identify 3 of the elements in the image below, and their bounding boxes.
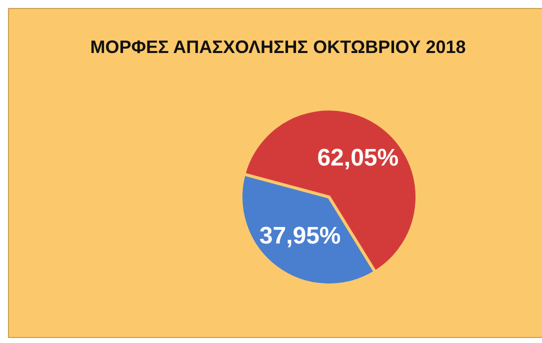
data-label: 37,95% xyxy=(259,222,341,250)
data-label: 62,05% xyxy=(317,144,399,172)
chart-title: ΜΟΡΦΕΣ ΑΠΑΣΧΟΛΗΣΗΣ ΟΚΤΩΒΡΙΟΥ 2018 xyxy=(89,36,467,59)
